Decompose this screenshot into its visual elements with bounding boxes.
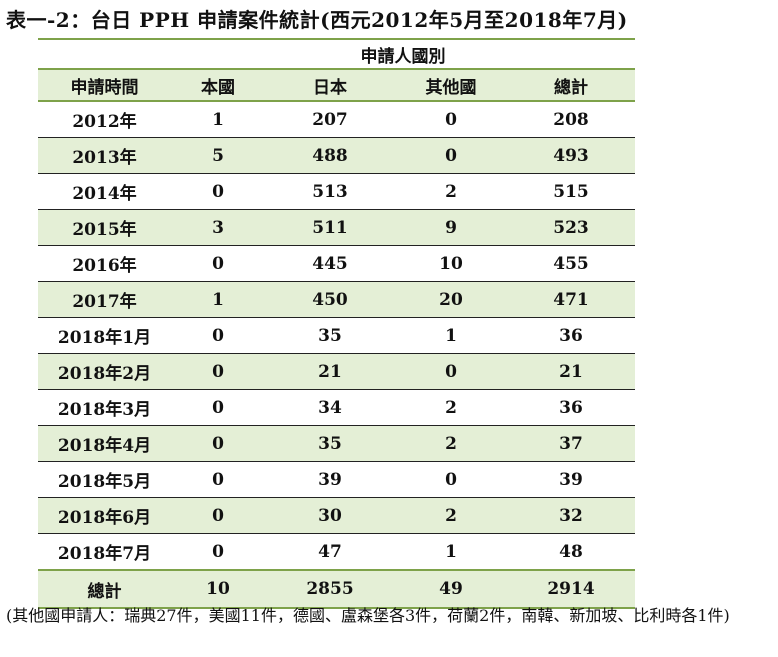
table-cell: 35 — [265, 425, 395, 462]
table-row: 2012年 1 207 0 208 — [38, 101, 635, 138]
table-cell: 34 — [265, 389, 395, 426]
table-cell: 5 — [171, 137, 265, 174]
table-cell: 2018年3月 — [38, 389, 171, 426]
total-cell: 2855 — [265, 569, 395, 609]
column-header: 申請時間 — [38, 68, 171, 102]
table-cell: 2018年7月 — [38, 533, 171, 571]
table-cell: 48 — [507, 533, 635, 571]
table-cell: 47 — [265, 533, 395, 571]
table-cell: 2018年1月 — [38, 317, 171, 354]
table-cell: 2017年 — [38, 281, 171, 318]
table-row: 2017年 1 450 20 471 — [38, 281, 635, 318]
total-cell: 49 — [395, 569, 507, 609]
table-cell: 37 — [507, 425, 635, 462]
table-row: 2018年2月 0 21 0 21 — [38, 353, 635, 390]
table-cell: 1 — [171, 101, 265, 138]
table-cell: 2018年6月 — [38, 497, 171, 534]
table-cell: 0 — [171, 533, 265, 571]
table-cell: 0 — [171, 497, 265, 534]
table-cell: 2014年 — [38, 173, 171, 210]
table-cell: 9 — [395, 209, 507, 246]
table-cell: 471 — [507, 281, 635, 318]
column-header: 日本 — [265, 68, 395, 102]
table-cell: 208 — [507, 101, 635, 138]
column-header-row: 申請時間 本國 日本 其他國 總計 — [38, 68, 635, 102]
total-cell: 2914 — [507, 569, 635, 609]
table-cell: 39 — [265, 461, 395, 498]
table-cell: 455 — [507, 245, 635, 282]
table-cell: 35 — [265, 317, 395, 354]
table-cell: 2013年 — [38, 137, 171, 174]
table-row: 2018年3月 0 34 2 36 — [38, 389, 635, 426]
table-cell: 2016年 — [38, 245, 171, 282]
group-header-row: 申請人國別 — [38, 38, 635, 69]
table-cell: 0 — [171, 173, 265, 210]
table-cell: 493 — [507, 137, 635, 174]
table-title: 表一-2：台日 PPH 申請案件統計(西元2012年5月至2018年7月) — [6, 8, 628, 32]
table-cell: 1 — [395, 533, 507, 571]
table-row: 2018年4月 0 35 2 37 — [38, 425, 635, 462]
table-cell: 21 — [507, 353, 635, 390]
table-cell: 0 — [171, 461, 265, 498]
table-cell: 0 — [395, 461, 507, 498]
table-cell: 0 — [171, 389, 265, 426]
table-cell: 36 — [507, 389, 635, 426]
table-cell: 0 — [171, 353, 265, 390]
pph-statistics-table: 申請人國別 申請時間 本國 日本 其他國 總計 2012年 1 207 0 208 201… — [38, 38, 635, 609]
table-cell: 2012年 — [38, 101, 171, 138]
table-cell: 1 — [395, 317, 507, 354]
table-cell: 3 — [171, 209, 265, 246]
table-row: 2013年 5 488 0 493 — [38, 137, 635, 174]
table-cell: 2 — [395, 425, 507, 462]
table-cell: 2018年2月 — [38, 353, 171, 390]
table-cell: 2 — [395, 389, 507, 426]
table-cell: 36 — [507, 317, 635, 354]
footnote: (其他國申請人：瑞典27件，美國11件，德國、盧森堡各3件，荷蘭2件，南韓、新加… — [6, 606, 730, 625]
table-cell: 30 — [265, 497, 395, 534]
table-cell: 0 — [395, 353, 507, 390]
table-cell: 450 — [265, 281, 395, 318]
total-cell: 總計 — [38, 569, 171, 609]
table-cell: 2015年 — [38, 209, 171, 246]
table-cell: 20 — [395, 281, 507, 318]
total-row: 總計 10 2855 49 2914 — [38, 569, 635, 609]
table-row: 2015年 3 511 9 523 — [38, 209, 635, 246]
table-cell: 0 — [171, 425, 265, 462]
column-header: 其他國 — [395, 68, 507, 102]
table-cell: 10 — [395, 245, 507, 282]
table-row: 2016年 0 445 10 455 — [38, 245, 635, 282]
table-body: 2012年 1 207 0 208 2013年 5 488 0 493 2014年 0 513 2 515 2… — [38, 101, 635, 571]
table-row: 2014年 0 513 2 515 — [38, 173, 635, 210]
table-cell: 515 — [507, 173, 635, 210]
table-cell: 2 — [395, 173, 507, 210]
table-cell: 2018年4月 — [38, 425, 171, 462]
table-row: 2018年1月 0 35 1 36 — [38, 317, 635, 354]
total-cell: 10 — [171, 569, 265, 609]
table-cell: 0 — [395, 137, 507, 174]
table-cell: 511 — [265, 209, 395, 246]
table-cell: 445 — [265, 245, 395, 282]
table-cell: 0 — [171, 245, 265, 282]
table-cell: 488 — [265, 137, 395, 174]
table-cell: 2018年5月 — [38, 461, 171, 498]
table-cell: 1 — [171, 281, 265, 318]
table-cell: 523 — [507, 209, 635, 246]
table-cell: 32 — [507, 497, 635, 534]
table-row: 2018年6月 0 30 2 32 — [38, 497, 635, 534]
table-cell: 0 — [171, 317, 265, 354]
table-cell: 2 — [395, 497, 507, 534]
table-cell: 513 — [265, 173, 395, 210]
table-row: 2018年7月 0 47 1 48 — [38, 533, 635, 571]
column-header: 總計 — [507, 68, 635, 102]
group-header: 申請人國別 — [171, 38, 635, 69]
column-header: 本國 — [171, 68, 265, 102]
table-row: 2018年5月 0 39 0 39 — [38, 461, 635, 498]
table-cell: 0 — [395, 101, 507, 138]
table-cell: 21 — [265, 353, 395, 390]
table-cell: 207 — [265, 101, 395, 138]
group-header-spacer — [38, 38, 171, 69]
table-cell: 39 — [507, 461, 635, 498]
